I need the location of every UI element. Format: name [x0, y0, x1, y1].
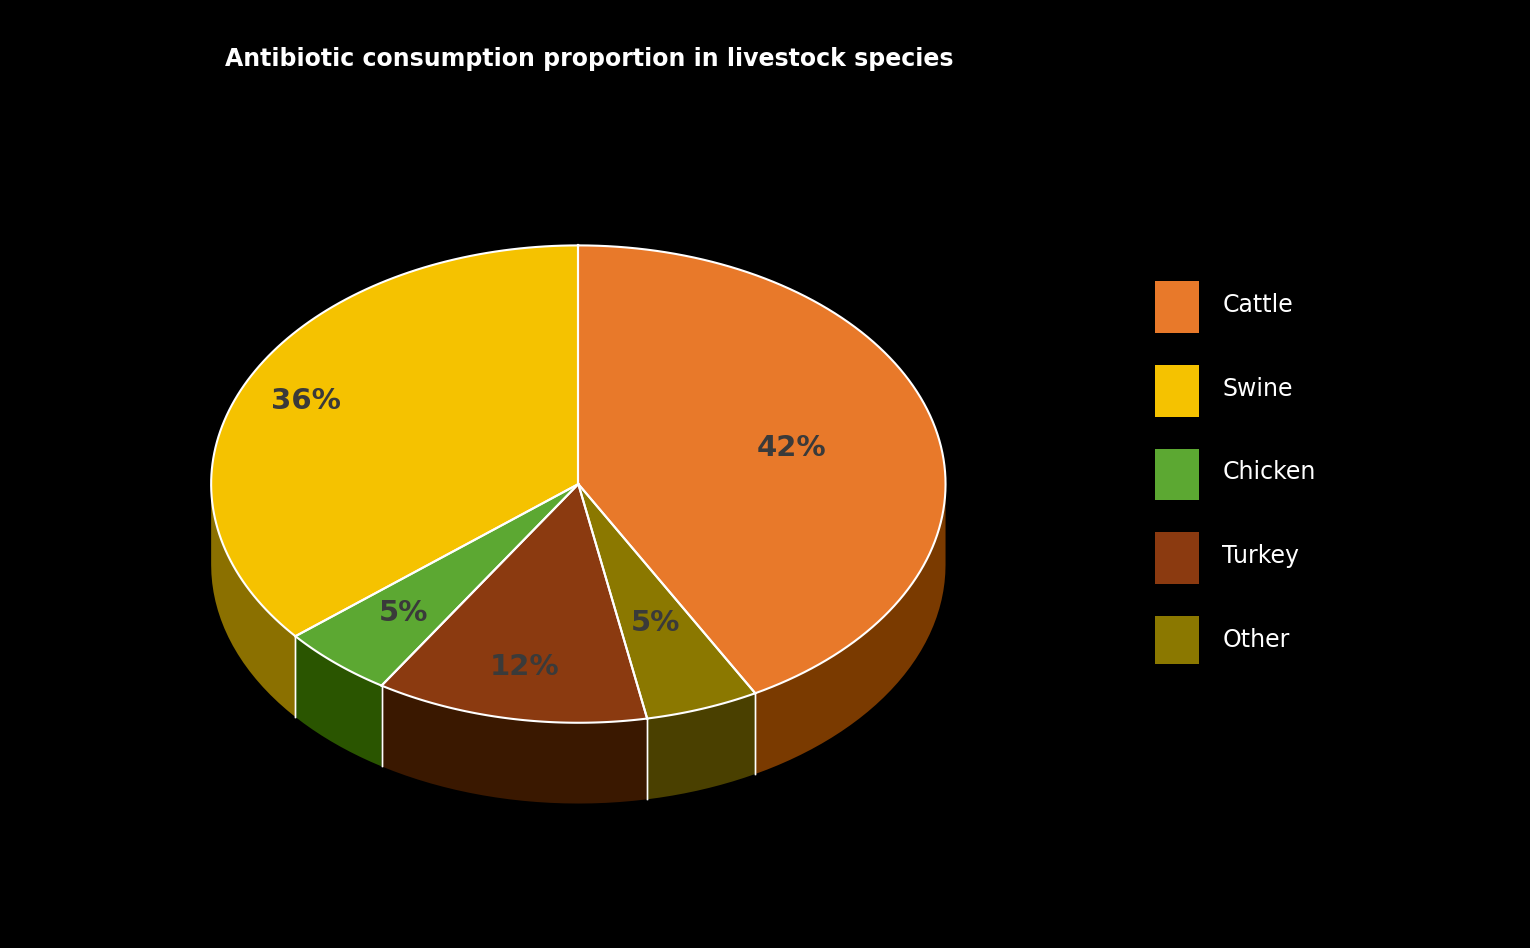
Text: 42%: 42%	[757, 434, 826, 463]
Polygon shape	[381, 484, 647, 722]
Bar	[1155, 448, 1200, 501]
Text: Swine: Swine	[1222, 377, 1293, 401]
Bar	[1155, 532, 1200, 584]
Bar	[1155, 616, 1200, 667]
Text: 5%: 5%	[630, 610, 681, 637]
Polygon shape	[211, 246, 578, 636]
Bar	[1155, 365, 1200, 417]
Polygon shape	[295, 636, 381, 766]
Polygon shape	[381, 685, 647, 804]
Polygon shape	[578, 484, 756, 719]
Text: Turkey: Turkey	[1222, 544, 1299, 568]
Text: Antibiotic consumption proportion in livestock species: Antibiotic consumption proportion in liv…	[225, 47, 953, 71]
Text: Chicken: Chicken	[1222, 461, 1316, 484]
Polygon shape	[295, 484, 578, 685]
Polygon shape	[756, 484, 946, 774]
Text: Cattle: Cattle	[1222, 293, 1293, 318]
Bar	[1155, 282, 1200, 333]
Polygon shape	[211, 484, 295, 717]
Text: 12%: 12%	[490, 653, 560, 681]
Text: 36%: 36%	[271, 387, 341, 414]
Text: Other: Other	[1222, 628, 1290, 651]
Polygon shape	[578, 246, 946, 693]
Polygon shape	[647, 693, 756, 799]
Text: 5%: 5%	[379, 599, 428, 627]
